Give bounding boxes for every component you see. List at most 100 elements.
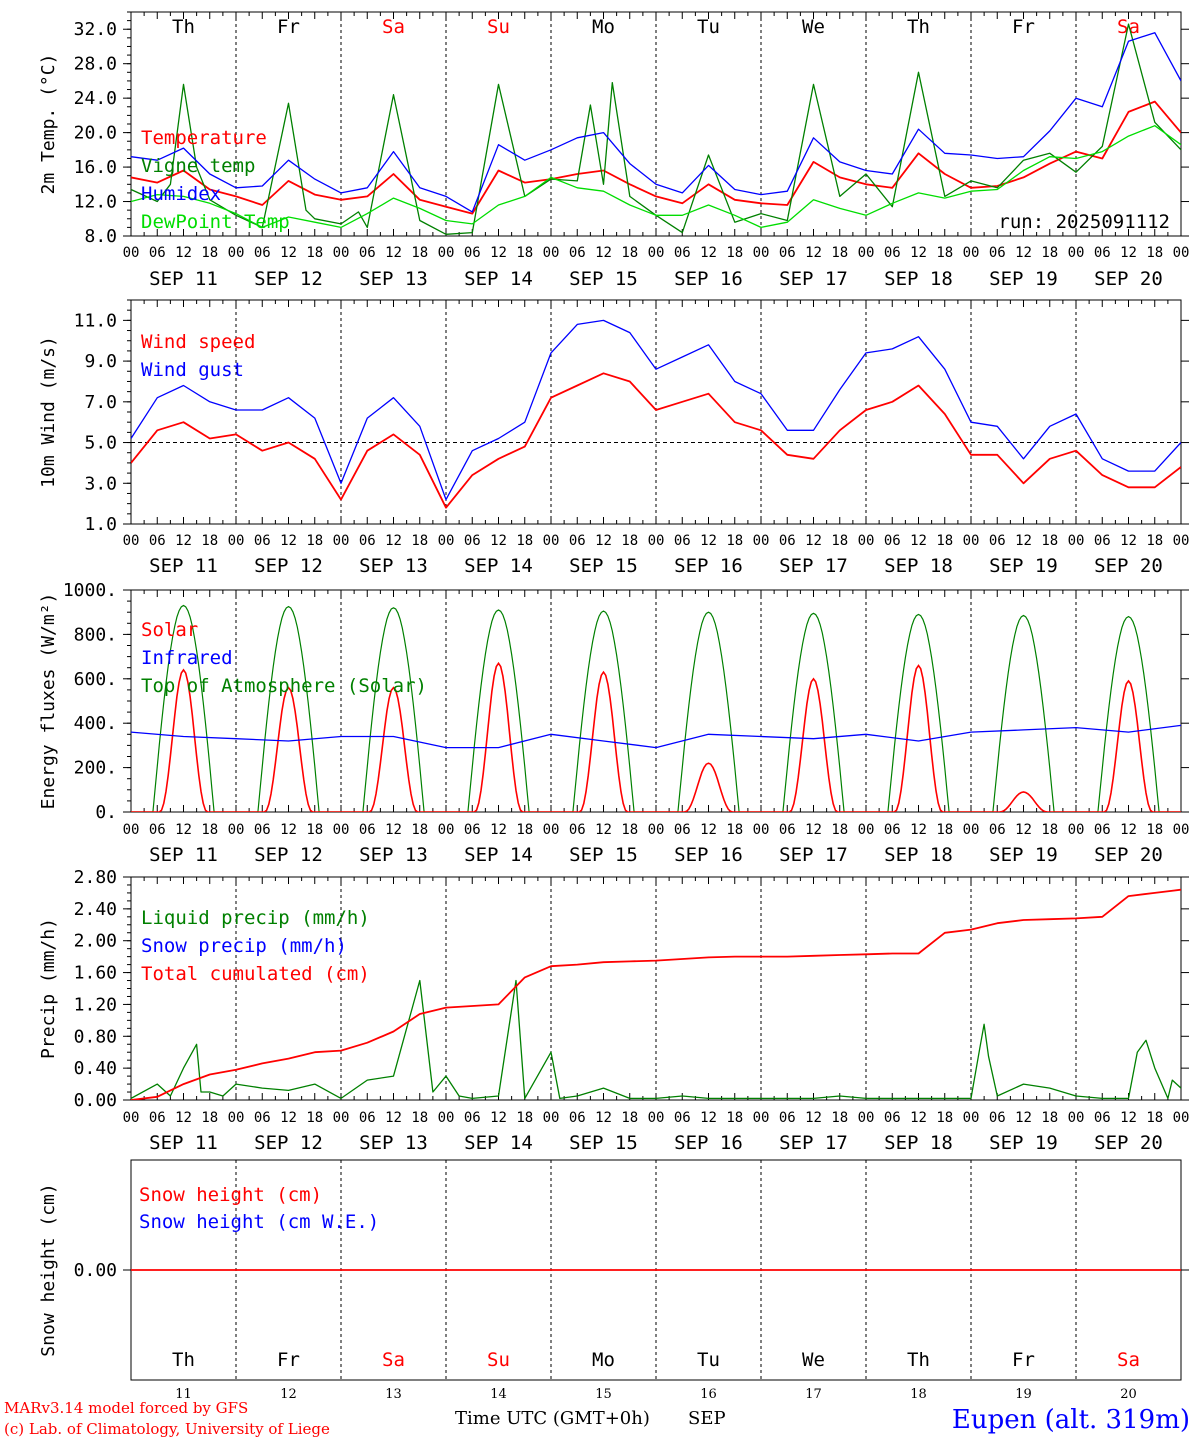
y-tick-label: 0.00 bbox=[74, 1260, 117, 1281]
x-date-label: SEP 19 bbox=[989, 555, 1058, 577]
series-group bbox=[131, 604, 1181, 812]
legend-entry: Snow precip (mm/h) bbox=[141, 935, 347, 957]
x-tick-label: 06 bbox=[779, 1110, 796, 1126]
x-date-label: SEP 13 bbox=[359, 268, 428, 290]
y-axis-label: Snow height (cm) bbox=[38, 1183, 59, 1356]
x-tick-label: 00 bbox=[333, 822, 350, 838]
x-tick-label: 12 bbox=[175, 245, 192, 261]
x-tick-label: 12 bbox=[1015, 822, 1032, 838]
y-tick-label: 3.0 bbox=[84, 473, 117, 494]
x-tick-label: 06 bbox=[569, 1110, 586, 1126]
x-date-label: SEP 18 bbox=[884, 555, 953, 577]
x-tick-label: 00 bbox=[753, 1110, 770, 1126]
day-name-label: Tu bbox=[697, 1349, 720, 1371]
y-tick-label: 600. bbox=[74, 669, 117, 690]
copyright-credit: (c) Lab. of Climatology, University of L… bbox=[4, 1420, 330, 1438]
series-group bbox=[131, 888, 1181, 1100]
x-date-label: SEP 19 bbox=[989, 1132, 1058, 1154]
x-tick-label: 12 bbox=[595, 1110, 612, 1126]
x-tick-label: 18 bbox=[516, 822, 533, 838]
x-hour-labels: 00 06 12 18 SEP 11 00 06 12 18 SEP 12 00 06 12 18 SEP … bbox=[123, 245, 1190, 290]
x-tick-label: 18 bbox=[621, 1110, 638, 1126]
x-tick-label: 00 bbox=[963, 533, 980, 549]
day-number-label: 18 bbox=[910, 1387, 927, 1402]
x-date-label: SEP 20 bbox=[1094, 268, 1163, 290]
x-tick-label: 18 bbox=[306, 245, 323, 261]
x-date-label: SEP 13 bbox=[359, 1132, 428, 1154]
x-tick-label: 06 bbox=[149, 245, 166, 261]
y-tick-label: 0.80 bbox=[74, 1026, 117, 1047]
x-tick-label: 12 bbox=[805, 533, 822, 549]
x-tick-label: 00 bbox=[333, 245, 350, 261]
x-tick-label: 06 bbox=[254, 1110, 271, 1126]
legend-entry: Liquid precip (mm/h) bbox=[141, 907, 370, 929]
x-tick-label: 06 bbox=[464, 533, 481, 549]
legend-entry: Snow height (cm W.E.) bbox=[139, 1211, 379, 1233]
x-tick-label: 18 bbox=[726, 245, 743, 261]
x-tick-label: 06 bbox=[254, 245, 271, 261]
x-tick-label: 12 bbox=[910, 533, 927, 549]
panel-1: 8.0 12.0 16.0 20.0 24.0 28.0 32.0 2m Temp. (°C)… bbox=[38, 11, 1190, 290]
day-name-label: Th bbox=[172, 16, 195, 38]
x-tick-label: 06 bbox=[989, 1110, 1006, 1126]
x-tick-label: 12 bbox=[490, 245, 507, 261]
x-tick-label: 00 bbox=[753, 822, 770, 838]
day-name-label: We bbox=[802, 1349, 825, 1371]
x-tick-label: 00 bbox=[1068, 533, 1085, 549]
x-tick-label: 18 bbox=[621, 822, 638, 838]
x-tick-label: 06 bbox=[674, 245, 691, 261]
x-tick-label: 18 bbox=[1146, 1110, 1163, 1126]
day-name-label: Mo bbox=[592, 16, 615, 38]
x-tick-label: 18 bbox=[411, 1110, 428, 1126]
x-tick-label: 06 bbox=[674, 533, 691, 549]
y-tick-label: 800. bbox=[74, 624, 117, 645]
x-tick-label: 00 bbox=[333, 1110, 350, 1126]
x-date-label: SEP 14 bbox=[464, 1132, 533, 1154]
x-tick-label: 18 bbox=[306, 1110, 323, 1126]
x-tick-label: 06 bbox=[884, 1110, 901, 1126]
y-tick-label: 5.0 bbox=[84, 433, 117, 454]
day-name-label: Fr bbox=[1012, 16, 1035, 38]
x-tick-label: 12 bbox=[385, 533, 402, 549]
series-line-total-cumulated-cm bbox=[131, 888, 1181, 1100]
x-date-label: SEP 14 bbox=[464, 844, 533, 866]
x-tick-label: 00 bbox=[123, 1110, 140, 1126]
x-tick-label: 12 bbox=[1120, 1110, 1137, 1126]
day-name-label: Th bbox=[172, 1349, 195, 1371]
x-date-label: SEP 12 bbox=[254, 555, 323, 577]
x-tick-label: 06 bbox=[674, 1110, 691, 1126]
x-date-label: SEP 20 bbox=[1094, 1132, 1163, 1154]
x-tick-label: 12 bbox=[805, 245, 822, 261]
y-tick-label: 9.0 bbox=[84, 351, 117, 372]
legend-entry: Infrared bbox=[141, 647, 233, 669]
y-tick-label: 200. bbox=[74, 758, 117, 779]
x-tick-label: 06 bbox=[674, 822, 691, 838]
series-line-liquid-precip-mm-h bbox=[131, 979, 1181, 1100]
x-date-label: SEP 17 bbox=[779, 844, 848, 866]
x-tick-label: 18 bbox=[201, 822, 218, 838]
series-line-vigne-temp bbox=[131, 23, 1181, 235]
day-number-label: 17 bbox=[805, 1387, 822, 1402]
x-tick-label: 18 bbox=[936, 245, 953, 261]
x-tick-label: 18 bbox=[831, 1110, 848, 1126]
x-tick-label: 00 bbox=[543, 245, 560, 261]
y-tick-label: 8.0 bbox=[84, 226, 117, 247]
model-credit: MARv3.14 model forced by GFS bbox=[4, 1399, 248, 1417]
x-date-label: SEP 19 bbox=[989, 268, 1058, 290]
y-tick-label: 7.0 bbox=[84, 392, 117, 413]
x-tick-label: 18 bbox=[1041, 245, 1058, 261]
series-group bbox=[131, 319, 1181, 509]
y-tick-label: 11.0 bbox=[74, 310, 117, 331]
x-tick-label: 18 bbox=[306, 533, 323, 549]
x-tick-label: 06 bbox=[359, 822, 376, 838]
series-group bbox=[131, 23, 1181, 235]
x-tick-label: 12 bbox=[910, 1110, 927, 1126]
series-line-humidex bbox=[131, 32, 1181, 213]
x-tick-label: 12 bbox=[595, 533, 612, 549]
x-tick-label: 12 bbox=[700, 822, 717, 838]
x-date-label: SEP 12 bbox=[254, 1132, 323, 1154]
legend-entry: DewPoint Temp bbox=[141, 211, 290, 233]
x-tick-label: 12 bbox=[1015, 533, 1032, 549]
y-tick-label: 1.60 bbox=[74, 963, 117, 984]
day-name-label: Mo bbox=[592, 1349, 615, 1371]
